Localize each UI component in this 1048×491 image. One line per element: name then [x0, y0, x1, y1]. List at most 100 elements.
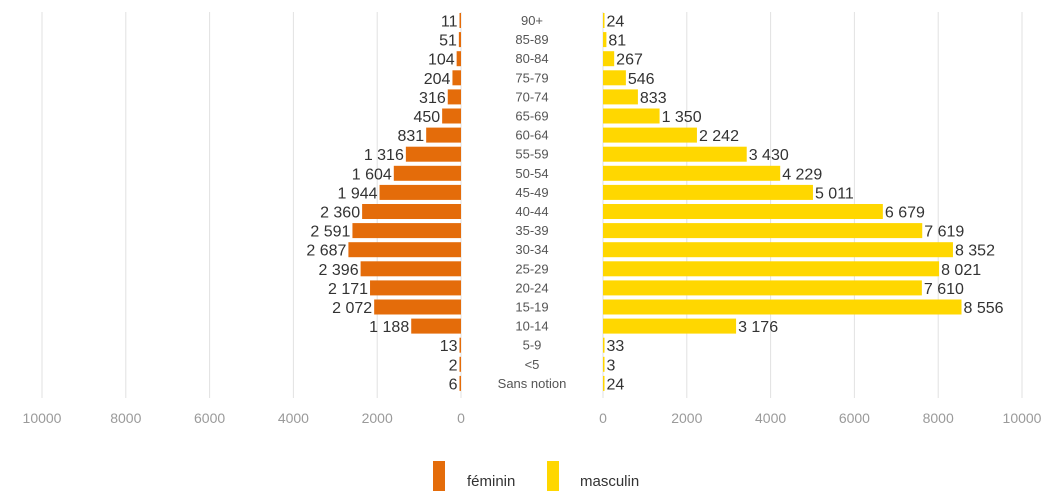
bar-masculin-85-89 — [603, 32, 607, 48]
category-label-85-89: 85-89 — [515, 32, 548, 47]
x-tick-right-10000: 10000 — [1003, 410, 1042, 426]
category-label-90plus: 90+ — [521, 13, 543, 28]
bar-feminin-75-79 — [452, 70, 461, 86]
label-feminin-10-14: 1 188 — [369, 319, 409, 336]
x-tick-right-0: 0 — [599, 410, 607, 426]
label-feminin-65-69: 450 — [413, 109, 440, 126]
category-label-30-34: 30-34 — [515, 242, 548, 257]
category-label-55-59: 55-59 — [515, 147, 548, 162]
label-feminin-50-54: 1 604 — [352, 166, 392, 183]
category-label-80-84: 80-84 — [515, 51, 548, 66]
bar-feminin-sans-notion — [459, 375, 461, 391]
bar-masculin-75-79 — [603, 70, 626, 86]
label-feminin-lt5: 2 — [449, 357, 458, 374]
category-label-50-54: 50-54 — [515, 166, 548, 181]
label-masculin-45-49: 5 011 — [815, 185, 854, 202]
label-masculin-25-29: 8 021 — [941, 262, 981, 279]
category-label-10-14: 10-14 — [515, 319, 548, 334]
bar-feminin-20-24 — [370, 280, 461, 296]
category-label-25-29: 25-29 — [515, 261, 548, 276]
label-masculin-80-84: 267 — [616, 52, 643, 69]
label-feminin-90plus: 11 — [441, 14, 458, 31]
legend-label-masculin: masculin — [580, 473, 639, 490]
bar-feminin-lt5 — [459, 356, 461, 372]
x-tick-left-0: 0 — [457, 410, 465, 426]
bar-feminin-70-74 — [447, 89, 461, 105]
data-labels: 11 24 51 81 104 267 204 546 316 833 450 1 350 831 2 2… — [306, 14, 1003, 394]
label-masculin-85-89: 81 — [608, 33, 626, 50]
category-label-35-39: 35-39 — [515, 223, 548, 238]
label-feminin-15-19: 2 072 — [332, 300, 372, 317]
bar-feminin-10-14 — [411, 318, 461, 334]
legend-swatch-feminin — [433, 461, 445, 491]
category-label-15-19: 15-19 — [515, 300, 548, 315]
label-masculin-5-9: 33 — [607, 338, 625, 355]
category-label-20-24: 20-24 — [515, 280, 548, 295]
bar-feminin-90plus — [459, 13, 461, 28]
label-masculin-50-54: 4 229 — [782, 166, 822, 183]
bar-feminin-45-49 — [379, 184, 461, 200]
label-masculin-60-64: 2 242 — [699, 128, 739, 145]
label-feminin-60-64: 831 — [397, 128, 424, 145]
label-feminin-20-24: 2 171 — [328, 281, 368, 298]
bar-feminin-65-69 — [442, 108, 461, 124]
label-masculin-55-59: 3 430 — [749, 147, 789, 164]
category-label-lt5: <5 — [525, 357, 540, 372]
x-tick-right-8000: 8000 — [923, 410, 954, 426]
label-masculin-35-39: 7 619 — [924, 224, 964, 241]
bar-masculin-60-64 — [603, 127, 697, 143]
label-masculin-10-14: 3 176 — [738, 319, 778, 336]
x-tick-left-10000: 10000 — [23, 410, 62, 426]
bar-feminin-40-44 — [362, 204, 461, 219]
label-masculin-20-24: 7 610 — [924, 281, 964, 298]
label-feminin-5-9: 13 — [440, 338, 458, 355]
bar-masculin-30-34 — [603, 242, 953, 258]
legend-swatch-masculin — [547, 461, 559, 491]
category-label-45-49: 45-49 — [515, 185, 548, 200]
bar-feminin-15-19 — [374, 299, 461, 315]
x-tick-left-4000: 4000 — [278, 410, 309, 426]
bar-masculin-90plus — [603, 13, 605, 28]
label-feminin-35-39: 2 591 — [310, 224, 350, 241]
label-feminin-70-74: 316 — [419, 90, 446, 107]
label-masculin-sans-notion: 24 — [607, 376, 625, 393]
age-group-labels: 90+ 85-89 80-84 75-79 70-74 65-69 60-64 55-59 50… — [498, 13, 567, 391]
bar-masculin-15-19 — [603, 299, 962, 315]
bar-masculin-20-24 — [603, 280, 922, 296]
bar-feminin-60-64 — [426, 127, 461, 143]
bar-masculin-25-29 — [603, 261, 940, 277]
legend-label-feminin: féminin — [467, 473, 515, 490]
label-feminin-sans-notion: 6 — [449, 376, 458, 393]
x-tick-right-2000: 2000 — [671, 410, 702, 426]
category-label-5-9: 5-9 — [523, 338, 542, 353]
bar-masculin-65-69 — [603, 108, 660, 124]
bar-feminin-25-29 — [360, 261, 461, 277]
bar-masculin-50-54 — [603, 165, 781, 181]
label-masculin-15-19: 8 556 — [963, 300, 1003, 317]
bar-masculin-40-44 — [603, 204, 883, 219]
label-feminin-85-89: 51 — [439, 33, 457, 50]
bar-masculin-70-74 — [603, 89, 638, 105]
label-feminin-55-59: 1 316 — [364, 147, 404, 164]
bar-masculin-35-39 — [603, 223, 923, 239]
bar-feminin-55-59 — [405, 146, 461, 162]
label-feminin-80-84: 104 — [428, 52, 455, 69]
bar-masculin-80-84 — [603, 51, 615, 67]
label-feminin-45-49: 1 944 — [337, 185, 377, 202]
bar-masculin-55-59 — [603, 146, 747, 162]
x-tick-left-6000: 6000 — [194, 410, 225, 426]
x-tick-right-4000: 4000 — [755, 410, 786, 426]
bar-feminin-50-54 — [393, 165, 461, 181]
label-masculin-75-79: 546 — [628, 71, 655, 88]
label-masculin-90plus: 24 — [607, 14, 625, 31]
label-masculin-70-74: 833 — [640, 90, 667, 107]
category-label-40-44: 40-44 — [515, 204, 548, 219]
label-feminin-30-34: 2 687 — [306, 243, 346, 260]
x-tick-right-6000: 6000 — [839, 410, 870, 426]
category-label-60-64: 60-64 — [515, 128, 548, 143]
label-feminin-40-44: 2 360 — [320, 205, 360, 222]
bar-masculin-5-9 — [603, 337, 605, 353]
label-masculin-lt5: 3 — [607, 357, 616, 374]
x-axis-tick-labels: 10000 8000 6000 4000 2000 0 0 2000 4000 6000 8000 1… — [23, 410, 1042, 426]
